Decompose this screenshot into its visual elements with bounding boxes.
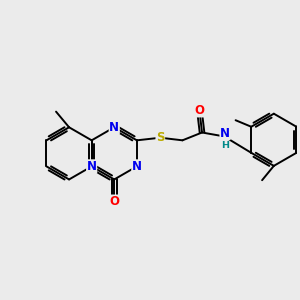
Text: H: H	[221, 141, 229, 150]
Text: S: S	[156, 131, 165, 144]
Text: N: N	[109, 121, 119, 134]
Text: N: N	[220, 127, 230, 140]
Text: O: O	[109, 195, 119, 208]
Text: N: N	[87, 160, 97, 173]
Text: O: O	[194, 104, 204, 117]
Text: N: N	[132, 160, 142, 173]
